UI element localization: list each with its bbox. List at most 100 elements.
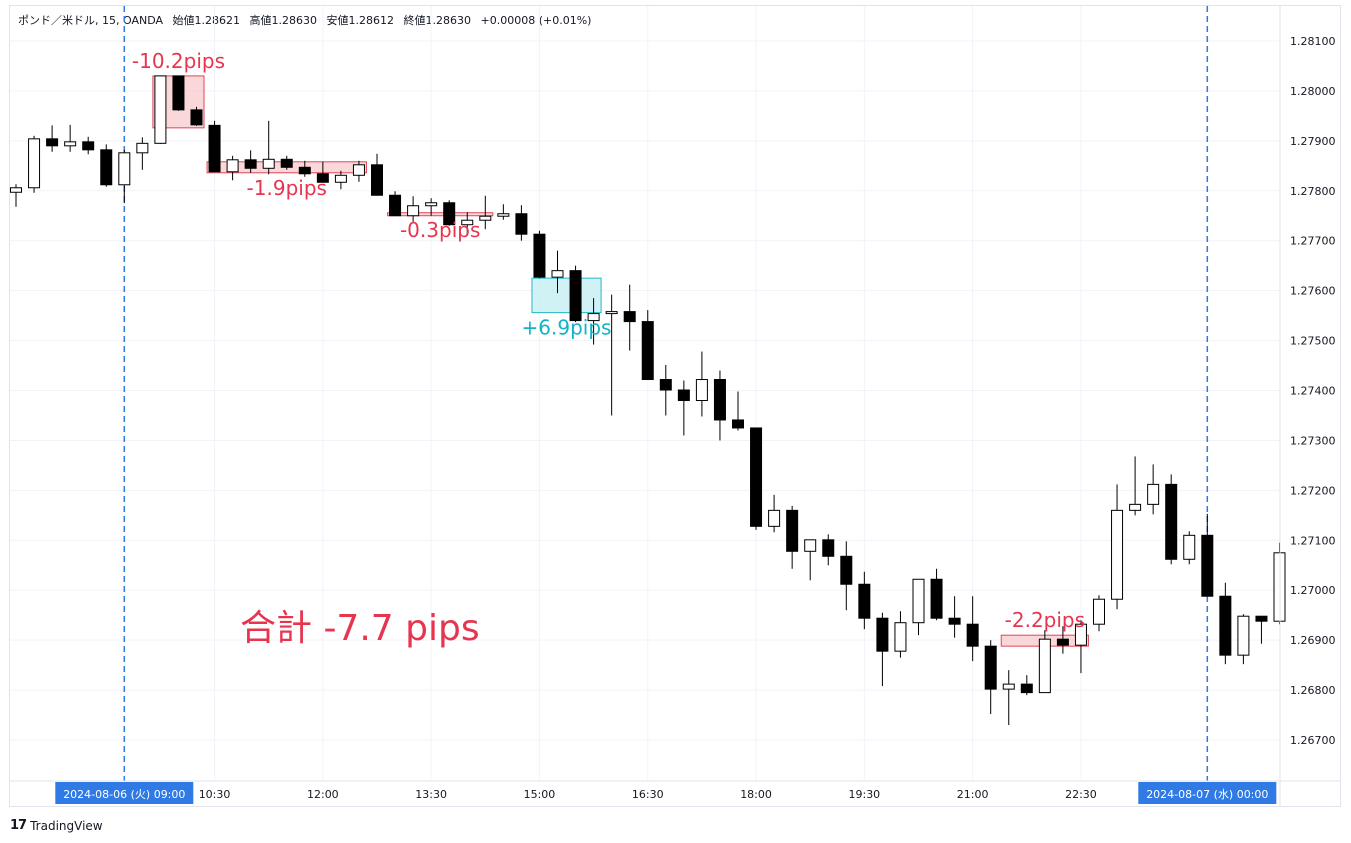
candle-up — [334, 174, 347, 183]
candle-up — [226, 159, 239, 173]
session-badge-label: 2024-08-07 (水) 00:00 — [1146, 788, 1268, 801]
candle-down — [298, 166, 311, 175]
candle-down — [533, 233, 546, 278]
candle-down — [966, 623, 979, 647]
time-axis[interactable]: 10:30 12:00 13:30 15:00 16:30 18:00 19:30 21:00… — [10, 780, 1340, 804]
trade-pips-label: -10.2pips — [132, 49, 225, 73]
candle-up — [1237, 615, 1250, 656]
candle-down — [371, 164, 383, 196]
price-tick-label: 1.26900 — [1290, 634, 1336, 647]
grid-lines — [10, 6, 1280, 780]
chart-frame — [9, 5, 1341, 807]
ohlc-change: +0.00008 (+0.01%) — [480, 14, 592, 27]
trade-labels: -10.2pips -1.9pips -0.3pips +6.9pips -2.2pip… — [132, 49, 1085, 632]
trade-pips-label: -1.9pips — [247, 176, 327, 200]
candle-up — [804, 539, 817, 552]
candle-up — [1038, 638, 1051, 694]
candle-up — [28, 138, 41, 189]
session-badge-label: 2024-08-06 (火) 09:00 — [63, 788, 185, 801]
candle-down — [244, 159, 257, 169]
candle-up — [894, 622, 907, 652]
candle-up — [695, 379, 708, 401]
candles — [10, 75, 1286, 726]
trade-boxes — [152, 75, 1089, 647]
candle-down — [316, 173, 329, 183]
session-badge — [55, 782, 194, 804]
candle-up — [1111, 509, 1124, 600]
candle-down — [1219, 595, 1232, 656]
time-tick-label: 21:00 — [957, 788, 989, 801]
ohlc-high: 高値1.28630 — [249, 14, 318, 27]
candle-up — [1074, 623, 1087, 646]
candle-down — [190, 109, 203, 126]
candle-up — [1183, 534, 1196, 560]
candle-up — [64, 141, 77, 147]
trade-pips-label: -0.3pips — [400, 218, 480, 242]
candle-down — [623, 311, 636, 323]
candle-up — [587, 313, 600, 322]
price-tick-label: 1.27400 — [1290, 385, 1336, 398]
tradingview-logo[interactable]: 𝟭𝟳 TradingView — [10, 818, 103, 833]
candle-down — [46, 138, 59, 147]
candle-down — [172, 75, 185, 111]
candle-down — [732, 419, 744, 429]
trade-pips-label: -2.2pips — [1005, 608, 1085, 632]
candle-down — [280, 158, 293, 168]
candle-down — [858, 583, 871, 619]
candle-down — [948, 617, 961, 625]
candle-up — [551, 270, 564, 278]
candle-up — [154, 75, 167, 144]
ohlc-low: 安値1.28612 — [326, 14, 395, 27]
candle-down — [1020, 683, 1033, 694]
symbol-label[interactable]: ポンド／米ドル, 15, OANDA — [18, 14, 164, 27]
candle-down — [569, 270, 582, 322]
candle-down — [750, 427, 763, 527]
session-separators — [123, 6, 1209, 781]
time-tick-label: 22:30 — [1065, 788, 1097, 801]
trade-box — [387, 212, 494, 217]
price-tick-label: 1.27100 — [1290, 534, 1336, 547]
candle-down — [641, 321, 654, 381]
time-tick-label: 13:30 — [415, 788, 447, 801]
candle-down — [515, 213, 528, 235]
candle-down — [443, 202, 456, 226]
price-tick-label: 1.27200 — [1290, 484, 1336, 497]
candle-up — [461, 219, 474, 226]
candle-down — [659, 379, 672, 391]
candle-down — [713, 379, 726, 421]
time-tick-label: 15:00 — [524, 788, 556, 801]
trade-pips-label: +6.9pips — [522, 316, 612, 340]
price-tick-label: 1.26800 — [1290, 684, 1336, 697]
candle-down — [930, 578, 943, 619]
candle-up — [136, 142, 149, 154]
candle-down — [208, 124, 221, 173]
price-tick-label: 1.27500 — [1290, 335, 1336, 348]
candle-up — [262, 158, 275, 169]
candle-up — [407, 205, 420, 217]
candle-down — [82, 141, 95, 151]
candle-up — [1147, 483, 1160, 505]
candle-up — [10, 187, 22, 193]
candle-up — [768, 509, 781, 527]
price-tick-label: 1.27000 — [1290, 584, 1336, 597]
candle-down — [100, 149, 113, 186]
candle-down — [840, 555, 853, 585]
price-tick-label: 1.26700 — [1290, 734, 1336, 747]
trade-box — [531, 277, 602, 314]
brand-name: TradingView — [30, 818, 103, 833]
candle-up — [1093, 598, 1105, 625]
tradingview-logo-icon: 𝟭𝟳 — [10, 818, 27, 833]
candle-up — [425, 202, 438, 207]
symbol-header: ポンド／米ドル, 15, OANDA 始値1.28621 高値1.28630 安… — [18, 12, 597, 28]
candle-down — [984, 645, 997, 690]
candle-down — [1056, 638, 1069, 646]
candle-down — [1165, 483, 1178, 560]
session-badge — [1138, 782, 1277, 804]
candle-up — [497, 213, 510, 217]
candle-up — [479, 215, 492, 221]
candle-down — [786, 509, 799, 552]
price-axis[interactable]: 1.28100 1.28000 1.27900 1.27800 1.27700 1.276… — [1279, 6, 1336, 806]
time-tick-label: 18:00 — [740, 788, 772, 801]
candle-down — [677, 389, 690, 401]
